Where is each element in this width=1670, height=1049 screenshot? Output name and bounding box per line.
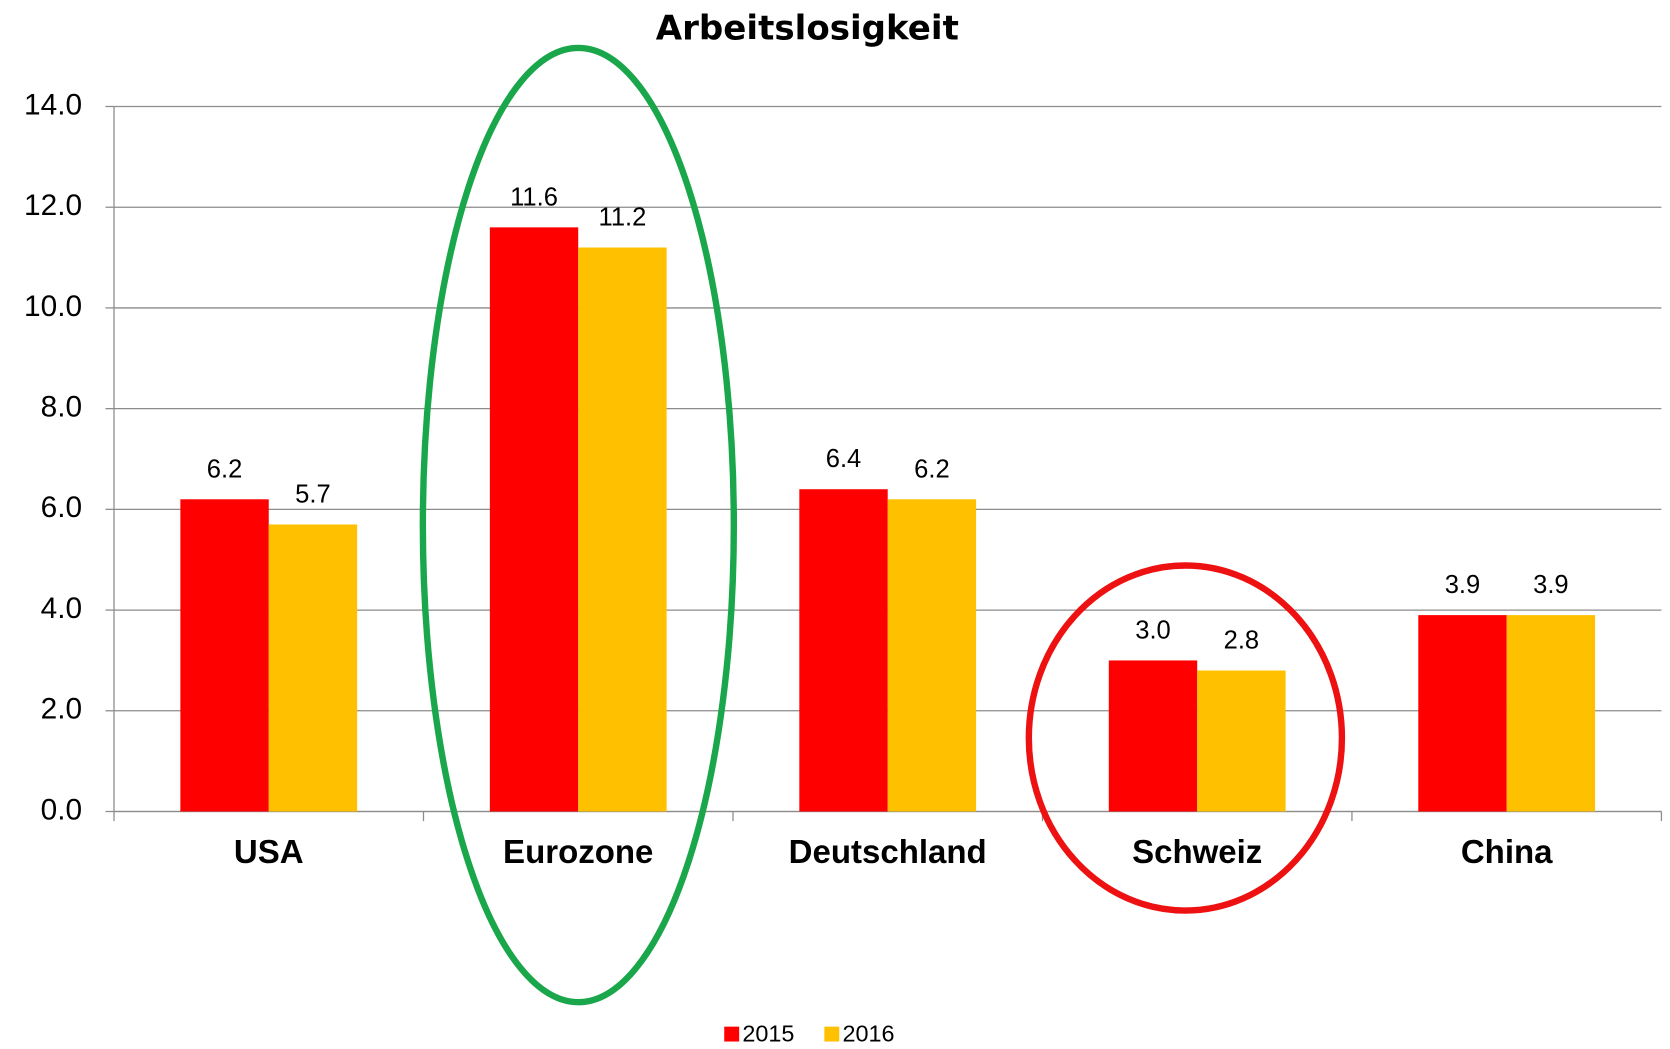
- legend-swatch: [824, 1026, 840, 1042]
- y-tick-label: 4.0: [41, 592, 82, 625]
- y-tick-label: 0.0: [41, 793, 82, 826]
- legend-label: 2015: [742, 1020, 794, 1046]
- data-label: 6.2: [914, 455, 950, 483]
- y-tick-label: 8.0: [41, 391, 82, 424]
- data-label: 3.9: [1445, 571, 1481, 599]
- highlight-ellipse: [419, 44, 738, 1006]
- y-tick-label: 14.0: [24, 88, 82, 121]
- bar: [1108, 660, 1198, 812]
- bar: [887, 499, 977, 812]
- bar: [578, 247, 667, 812]
- highlight-ellipse: [1025, 562, 1346, 914]
- legend-swatch: [724, 1026, 740, 1042]
- data-label: 5.7: [295, 480, 331, 508]
- y-tick-label: 12.0: [24, 189, 82, 222]
- y-tick-label: 10.0: [24, 290, 82, 323]
- bar: [1197, 670, 1286, 812]
- data-label: 11.6: [510, 183, 558, 211]
- data-label: 3.9: [1533, 571, 1569, 599]
- data-label: 2.8: [1224, 627, 1260, 655]
- x-tick-label: Eurozone: [503, 833, 653, 870]
- bar: [799, 489, 888, 812]
- x-tick-label: Schweiz: [1132, 833, 1262, 870]
- x-tick-label: Deutschland: [789, 833, 987, 870]
- bar: [268, 524, 358, 812]
- x-tick-label: China: [1461, 833, 1553, 870]
- legend-label: 2016: [842, 1020, 894, 1046]
- bar: [489, 227, 579, 812]
- data-label: 11.2: [599, 203, 647, 231]
- data-label: 6.2: [207, 455, 243, 483]
- bar: [180, 499, 269, 812]
- y-tick-label: 2.0: [41, 693, 82, 726]
- x-tick-label: USA: [234, 833, 304, 870]
- bar: [1506, 615, 1596, 812]
- chart-title: Arbeitslosigkeit: [656, 8, 959, 48]
- data-label: 6.4: [826, 445, 862, 473]
- y-tick-label: 6.0: [41, 491, 82, 524]
- data-label: 3.0: [1135, 616, 1171, 644]
- bar: [1418, 615, 1507, 812]
